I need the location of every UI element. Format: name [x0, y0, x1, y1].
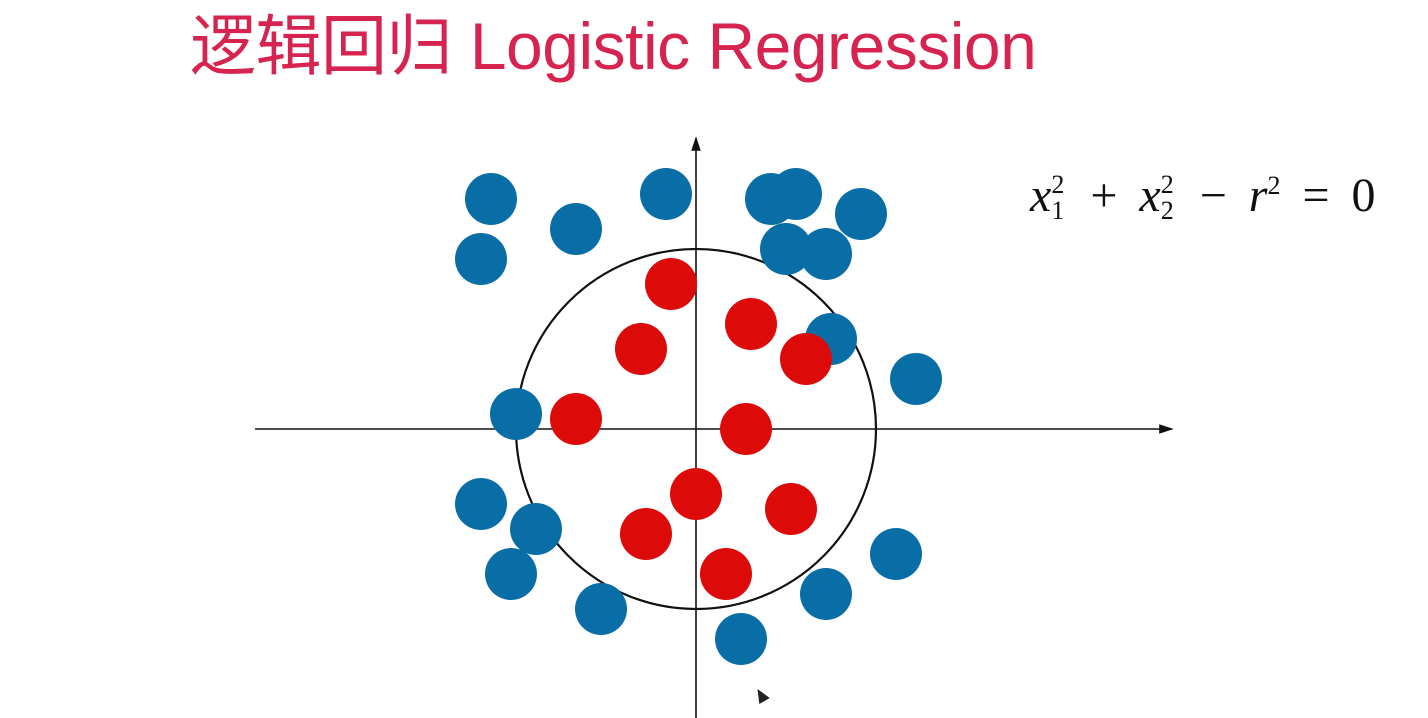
blue-point-1 [640, 168, 692, 220]
blue-point-18 [800, 568, 852, 620]
red-point-6 [670, 468, 722, 520]
eq-minus: − [1199, 169, 1227, 222]
red-point-2 [615, 323, 667, 375]
eq-x1-sup: 2 [1051, 169, 1065, 199]
eq-x2-sub: 2 [1160, 195, 1174, 225]
blue-point-11 [490, 388, 542, 440]
eq-r-sup: 2 [1267, 171, 1281, 200]
red-point-5 [720, 403, 772, 455]
eq-equals: = [1302, 169, 1330, 222]
red-point-4 [550, 393, 602, 445]
blue-point-15 [485, 548, 537, 600]
blue-point-10 [890, 353, 942, 405]
red-point-7 [765, 483, 817, 535]
blue-point-13 [510, 503, 562, 555]
eq-x2: x [1139, 169, 1161, 222]
eq-r: r [1248, 169, 1268, 222]
red-point-3 [780, 333, 832, 385]
blue-point-14 [870, 528, 922, 580]
blue-point-12 [455, 478, 507, 530]
data-points [455, 168, 942, 665]
blue-point-4 [770, 168, 822, 220]
blue-point-3 [835, 188, 887, 240]
red-point-1 [725, 298, 777, 350]
blue-point-5 [800, 228, 852, 280]
eq-x1-sub: 1 [1051, 195, 1065, 225]
blue-point-8 [455, 233, 507, 285]
blue-point-6 [760, 223, 812, 275]
eq-plus: + [1090, 169, 1118, 222]
blue-point-16 [575, 583, 627, 635]
red-point-8 [620, 508, 672, 560]
blue-point-17 [715, 613, 767, 665]
red-point-9 [700, 548, 752, 600]
eq-rhs: 0 [1351, 169, 1376, 222]
blue-point-7 [550, 203, 602, 255]
blue-point-0 [465, 173, 517, 225]
eq-x2-sup: 2 [1160, 169, 1174, 199]
slide-title: 逻辑回归 Logistic Regression [190, 9, 1037, 83]
red-point-0 [645, 258, 697, 310]
eq-x1: x [1030, 169, 1052, 222]
